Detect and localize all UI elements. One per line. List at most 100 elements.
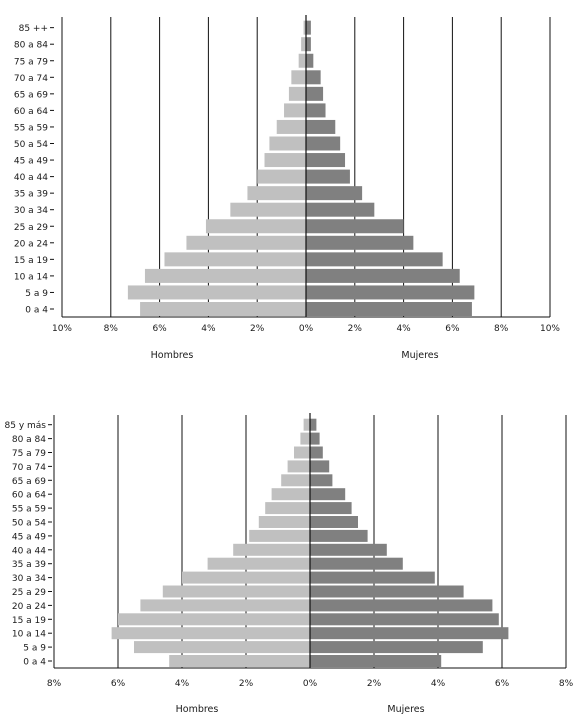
chart1-bar-mujeres — [310, 613, 499, 626]
chart0-bar-mujeres — [306, 53, 314, 68]
chart0-bar-hombres — [140, 302, 306, 316]
chart1-bar-mujeres — [310, 655, 442, 667]
chart0-category-label: 85 ++ — [19, 24, 48, 34]
chart1-bar-hombres — [303, 418, 310, 431]
chart0-category-label: 5 a 9 — [25, 289, 48, 299]
chart0-tick-label: 2% — [250, 324, 265, 334]
chart1-bar-mujeres — [310, 516, 358, 528]
chart1-category-label: 60 a 64 — [12, 491, 46, 501]
chart0-bar-hombres — [284, 103, 306, 118]
chart1-bar-mujeres — [310, 571, 435, 584]
chart1-category-label: 85 y más — [5, 421, 47, 431]
chart0-category-label: 20 a 24 — [14, 239, 48, 249]
chart1-category-label: 50 a 54 — [12, 519, 46, 529]
chart1-category-label: 75 a 79 — [12, 449, 46, 459]
chart1-category-label: 15 a 19 — [12, 616, 46, 626]
chart1-tick-label: 0% — [303, 679, 318, 689]
chart1-bar-mujeres — [310, 529, 368, 542]
chart1-category-label: 55 a 59 — [12, 505, 46, 515]
chart0-bar-hombres — [186, 235, 306, 250]
chart1-category-label: 30 a 34 — [12, 574, 46, 584]
chart1-bar-hombres — [258, 516, 310, 528]
chart0-category-label: 60 a 64 — [14, 107, 48, 117]
chart0-bar-hombres — [127, 285, 306, 300]
chart1-label-mujeres: Mujeres — [387, 704, 424, 715]
chart0-bar-mujeres — [306, 268, 460, 283]
chart1-category-label: 5 a 9 — [23, 644, 46, 654]
chart0-tick-label: 2% — [348, 324, 363, 334]
chart0-tick-label: 10% — [52, 324, 72, 334]
chart0-category-label: 10 a 14 — [14, 272, 48, 282]
chart0-tick-label: 0% — [299, 324, 314, 334]
chart1-bar-hombres — [162, 585, 310, 598]
chart0-category-label: 55 a 59 — [14, 123, 48, 133]
chart0-category-label: 35 a 39 — [14, 190, 48, 200]
chart1-label-hombres: Hombres — [176, 704, 219, 715]
chart0-category-label: 15 a 19 — [14, 256, 48, 266]
chart1-bar-mujeres — [310, 460, 330, 473]
chart1-tick-label: 4% — [431, 679, 446, 689]
chart0-bar-mujeres — [306, 219, 404, 234]
chart0-bar-hombres — [269, 136, 306, 151]
chart1-bar-mujeres — [310, 599, 493, 612]
chart1-bar-mujeres — [310, 446, 323, 459]
chart1-tick-label: 2% — [367, 679, 382, 689]
chart0-category-label: 70 a 74 — [14, 74, 48, 84]
chart0-tick-label: 8% — [494, 324, 509, 334]
chart0-category-label: 40 a 44 — [14, 173, 48, 183]
chart1-bar-hombres — [140, 599, 310, 612]
chart1-category-label: 25 a 29 — [12, 588, 46, 598]
chart1-tick-label: 8% — [47, 679, 62, 689]
chart0-tick-label: 4% — [201, 324, 216, 334]
chart0-category-label: 45 a 49 — [14, 157, 48, 167]
chart0-bar-mujeres — [306, 285, 475, 300]
chart1-bar-hombres — [300, 432, 310, 445]
chart0-category-label: 50 a 54 — [14, 140, 48, 150]
chart1-category-label: 45 a 49 — [12, 532, 46, 542]
chart0-bar-hombres — [257, 169, 306, 184]
chart0-bar-mujeres — [306, 186, 363, 201]
chart1-bar-hombres — [207, 557, 310, 570]
chart0-bar-hombres — [288, 86, 306, 101]
chart1-bar-mujeres — [310, 418, 317, 431]
chart1-category-label: 20 a 24 — [12, 602, 46, 612]
chart1-bar-mujeres — [310, 585, 464, 598]
chart1-bar-mujeres — [310, 432, 320, 445]
chart0-label-hombres: Hombres — [151, 350, 194, 361]
chart1-bar-hombres — [287, 460, 310, 473]
chart0-bar-hombres — [164, 252, 306, 267]
chart0-bar-hombres — [205, 219, 306, 234]
chart0-bar-mujeres — [306, 235, 414, 250]
chart0-category-label: 65 a 69 — [14, 90, 48, 100]
chart0-tick-label: 8% — [104, 324, 119, 334]
chart1-bar-hombres — [111, 627, 310, 640]
chart1-bar-mujeres — [310, 627, 509, 640]
chart1-bar-hombres — [271, 488, 310, 501]
chart0-bar-mujeres — [306, 202, 375, 217]
chart0-bar-mujeres — [306, 86, 324, 101]
chart0-bar-hombres — [144, 268, 306, 283]
chart0-bar-mujeres — [306, 169, 350, 184]
chart1-bar-mujeres — [310, 557, 403, 570]
chart0-bar-hombres — [230, 202, 306, 217]
chart1-bar-hombres — [118, 613, 310, 626]
chart0-category-label: 25 a 29 — [14, 223, 48, 233]
chart0-bar-mujeres — [306, 20, 311, 35]
chart0-label-mujeres: Mujeres — [401, 350, 438, 361]
chart1-bar-mujeres — [310, 502, 352, 515]
chart0-bar-mujeres — [306, 70, 321, 85]
chart1-bar-hombres — [134, 641, 310, 654]
chart1-bar-hombres — [294, 446, 310, 459]
chart1-bar-hombres — [182, 571, 310, 584]
chart0-tick-label: 6% — [152, 324, 167, 334]
chart0-bar-mujeres — [306, 119, 336, 134]
chart0-tick-label: 4% — [396, 324, 411, 334]
chart0-bar-hombres — [298, 53, 306, 68]
chart1-tick-label: 4% — [175, 679, 190, 689]
chart0-bar-hombres — [291, 70, 306, 85]
chart1-tick-label: 6% — [111, 679, 126, 689]
chart1-bar-mujeres — [310, 543, 387, 556]
chart1-category-label: 70 a 74 — [12, 463, 46, 473]
chart1-category-label: 35 a 39 — [12, 560, 46, 570]
